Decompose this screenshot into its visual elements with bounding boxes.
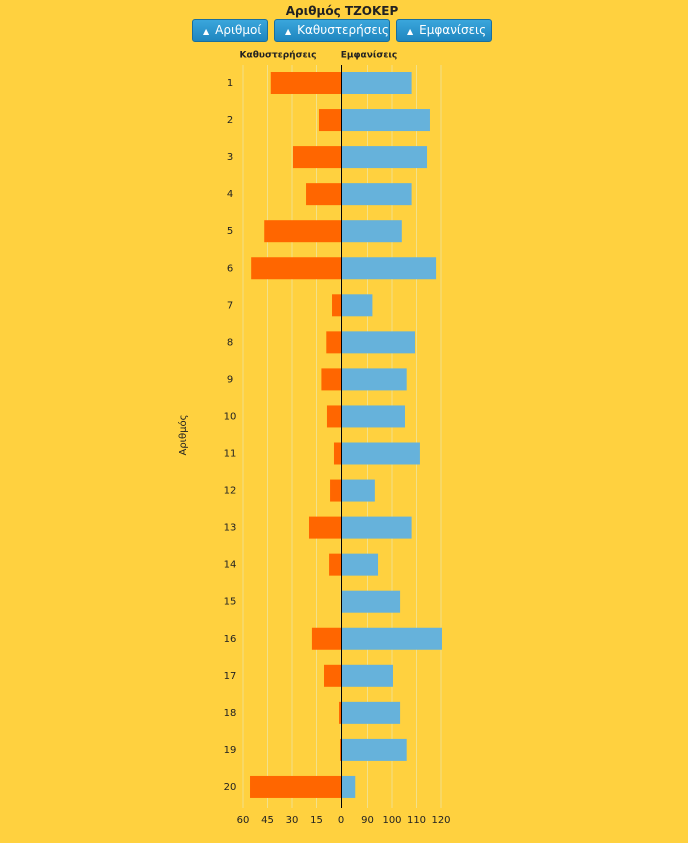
- bar: [342, 331, 416, 354]
- bar: [342, 479, 375, 502]
- y-axis-label: Αριθμός: [177, 414, 189, 455]
- y-tick-label: 17: [224, 671, 237, 682]
- y-tick-label: 18: [224, 708, 237, 719]
- x-tick-label: 15: [310, 815, 323, 826]
- bar: [342, 553, 379, 576]
- bar: [342, 405, 405, 428]
- bar: [342, 775, 356, 798]
- bar: [342, 294, 373, 317]
- y-tick-label: 10: [224, 411, 237, 422]
- bar: [332, 294, 341, 317]
- bar: [330, 479, 341, 502]
- y-tick-label: 19: [224, 745, 237, 756]
- bar: [306, 183, 341, 206]
- bar: [342, 220, 402, 243]
- bar: [250, 775, 341, 798]
- bar: [342, 627, 442, 650]
- x-tick-label: 110: [407, 815, 426, 826]
- bar: [324, 664, 341, 687]
- x-tick-label: 0: [338, 815, 344, 826]
- y-tick-label: 15: [224, 597, 237, 608]
- sort-button[interactable]: ▲︎ Καθυστερήσεις: [274, 19, 390, 42]
- bar: [342, 590, 401, 613]
- bar: [321, 368, 341, 391]
- bar: [329, 553, 341, 576]
- x-tick-label: 100: [382, 815, 401, 826]
- button-label[interactable]: Καθυστερήσεις: [297, 23, 389, 37]
- bar: [342, 146, 428, 169]
- bar: [340, 738, 341, 761]
- x-tick-label: 90: [361, 815, 374, 826]
- bar: [342, 368, 407, 391]
- button-label[interactable]: Αριθμοί: [215, 23, 262, 37]
- bar: [292, 146, 341, 169]
- bar: [342, 109, 430, 132]
- sort-button[interactable]: ▲ Αριθμοί: [192, 19, 268, 42]
- y-tick-label: 1: [227, 78, 233, 89]
- bar: [342, 72, 412, 94]
- chart-title: Αριθμός ΤΖΟΚΕΡ: [285, 4, 399, 18]
- bar: [308, 516, 341, 539]
- y-tick-label: 20: [224, 782, 237, 793]
- y-tick-label: 9: [227, 374, 233, 385]
- y-tick-label: 3: [227, 152, 233, 163]
- bar: [318, 109, 341, 132]
- bar: [342, 738, 407, 761]
- bar: [342, 442, 420, 465]
- y-tick-label: 8: [227, 337, 233, 348]
- bar: [270, 72, 341, 94]
- y-tick-label: 12: [224, 486, 237, 497]
- x-tick-label: 30: [286, 815, 299, 826]
- legend-label: Εμφανίσεις: [341, 50, 398, 61]
- bar: [264, 220, 341, 243]
- y-tick-label: 5: [227, 226, 233, 237]
- bar: [342, 664, 393, 687]
- bar: [326, 331, 341, 354]
- button-label[interactable]: Εμφανίσεις: [419, 23, 487, 37]
- grid: [242, 65, 442, 808]
- x-tick-label: 120: [431, 815, 450, 826]
- bar: [311, 627, 341, 650]
- y-tick-label: 11: [224, 449, 237, 460]
- legend-label: Καθυστερήσεις: [240, 51, 317, 61]
- bar: [342, 183, 412, 206]
- bar: [342, 701, 401, 724]
- bar: [342, 257, 437, 280]
- x-tick-label: 45: [261, 815, 274, 826]
- y-tick-label: 13: [224, 523, 237, 534]
- x-tick-label: 60: [237, 815, 250, 826]
- sort-button[interactable]: ▲︎ Εμφανίσεις: [396, 19, 492, 42]
- bar: [342, 516, 412, 539]
- bar: [326, 405, 341, 428]
- y-tick-label: 7: [227, 300, 233, 311]
- bar: [251, 257, 341, 280]
- y-tick-label: 4: [227, 189, 233, 200]
- y-tick-label: 2: [227, 115, 233, 126]
- y-tick-label: 16: [224, 634, 237, 645]
- bar: [339, 701, 341, 724]
- bar: [333, 442, 341, 465]
- y-tick-label: 6: [227, 263, 233, 274]
- y-tick-label: 14: [224, 560, 237, 571]
